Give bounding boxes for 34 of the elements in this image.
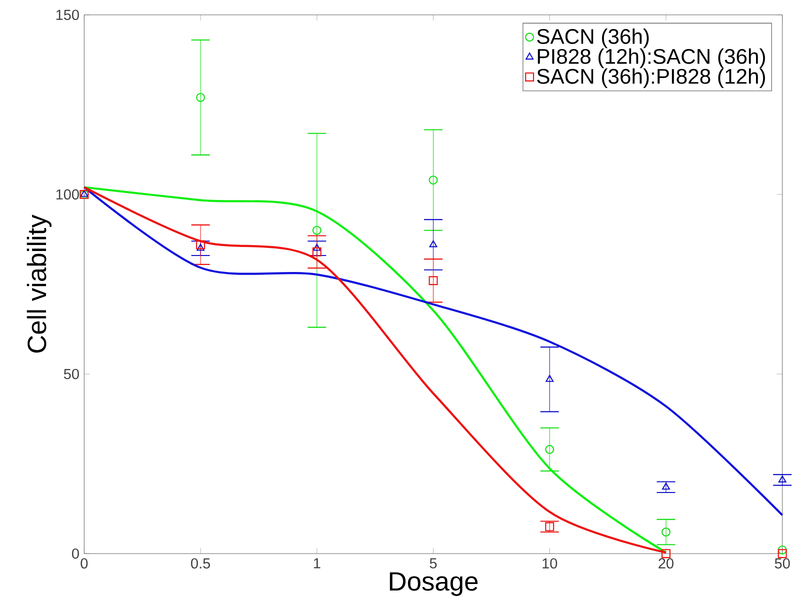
point [662, 482, 670, 490]
point [312, 226, 322, 235]
x-tick-label: 0.5 [191, 558, 210, 569]
line-series [83, 186, 784, 516]
legend-label: PI828 (12h):SACN (36h) [538, 48, 765, 68]
point [312, 244, 321, 251]
y-tick-label: 100 [56, 189, 79, 200]
x-tick-label: 1 [314, 558, 320, 568]
point [429, 240, 438, 248]
point [778, 545, 787, 554]
point [428, 276, 438, 286]
line-series [83, 186, 668, 554]
point [196, 244, 205, 251]
point [428, 176, 438, 185]
point [196, 92, 206, 102]
x-tick-label: 20 [658, 558, 674, 569]
point [545, 522, 554, 532]
point [662, 549, 670, 558]
y-tick-label: 0 [72, 548, 79, 559]
point [545, 444, 554, 454]
x-tick-label: 0 [80, 558, 88, 569]
point [778, 549, 787, 558]
x-axis-title: Dosage [390, 572, 478, 596]
y-tick-label: 50 [64, 368, 79, 380]
point [662, 528, 670, 537]
y-tick-label: 150 [56, 10, 79, 20]
point [778, 475, 786, 482]
legend-label: SACN (36h):PI828 (12h) [537, 68, 765, 88]
legend-label: SACN (36h) [537, 28, 649, 48]
y-axis-title: Cell viability [26, 214, 52, 353]
x-tick-label: 50 [774, 558, 790, 569]
x-tick-label: 10 [542, 558, 558, 569]
x-tick-label: 5 [430, 558, 437, 568]
point [546, 374, 554, 382]
